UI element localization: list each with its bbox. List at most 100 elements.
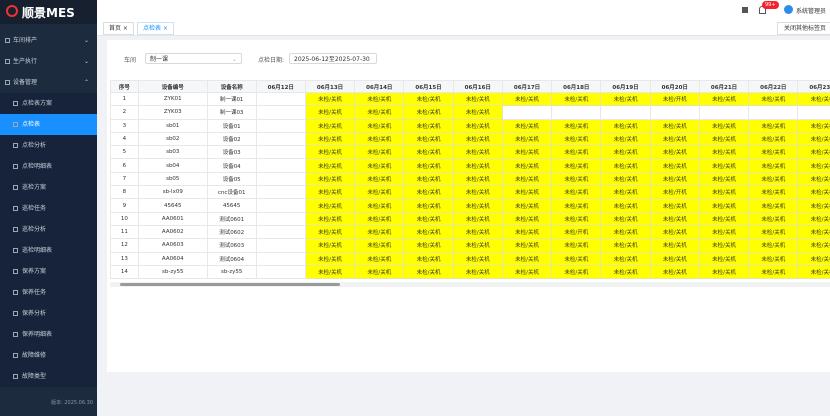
submenu-item[interactable]: 巡检明细表 — [0, 240, 97, 261]
menu-icon — [5, 80, 10, 85]
status-cell: 未检/关机 — [698, 145, 750, 160]
status-cell: 未检/关机 — [354, 251, 405, 266]
status-cell: 未检/关机 — [649, 211, 700, 226]
status-cell: 未检/关机 — [748, 185, 799, 200]
submenu-item[interactable]: 巡检任务 — [0, 198, 97, 219]
submenu-label: 点检分析 — [22, 142, 47, 149]
table-row[interactable]: 8 sb-lx09 cnc设备01 未检/关机 未检/关机 未检/关机 未检/关机 未检/关机… — [110, 185, 830, 200]
status-cell: 未检/关机 — [698, 118, 750, 133]
status-cell: 未检/关机 — [748, 145, 799, 160]
status-cell — [255, 91, 306, 107]
submenu-item[interactable]: 点检分析 — [0, 135, 97, 156]
table-row[interactable]: 4 sb02 设备02 未检/关机 未检/关机 未检/关机 未检/关机 未检/关机 未检/关机未… — [110, 131, 830, 147]
table-cell: 设备04 — [206, 158, 257, 173]
status-cell: 未检/开机 — [649, 91, 700, 107]
status-cell — [255, 211, 306, 226]
table-row[interactable]: 11 AA0602 测试0602 未检/关机 未检/关机 未检/关机 未检/关机 未检/关机未… — [110, 224, 830, 240]
workshop-select[interactable]: 制一课 ⌄ — [145, 53, 242, 64]
table-row[interactable]: 6 sb04 设备04 未检/关机 未检/关机 未检/关机 未检/关机 未检/关机 未检/关机未… — [110, 158, 830, 173]
menu-label: 设备管理 — [13, 79, 38, 86]
status-cell: 未检/关机 — [452, 185, 503, 200]
submenu-item[interactable]: 点检表 — [0, 114, 97, 135]
header-cell: 设备编号 — [137, 80, 208, 93]
submenu-item[interactable]: 巡检分析 — [0, 219, 97, 240]
table-cell: AA0601 — [137, 211, 208, 226]
tab[interactable]: 首页 × — [103, 22, 134, 35]
menu-item[interactable]: 车间排产 ⌄ — [0, 30, 97, 51]
table-cell: sb-zy55 — [137, 264, 208, 280]
table-row[interactable]: 12 AA0603 测试0603 未检/关机 未检/关机 未检/关机 未检/关机 未检/关机未… — [110, 238, 830, 253]
scroll-thumb[interactable] — [120, 283, 340, 286]
submenu-icon — [13, 248, 18, 253]
status-cell: 未检/关机 — [698, 224, 750, 240]
table-cell: 5 — [110, 145, 139, 160]
submenu-item[interactable]: 点检表方案 — [0, 93, 97, 114]
tab[interactable]: 点检表 × — [137, 22, 174, 35]
menu-item[interactable]: 设备管理 ⌃ — [0, 72, 97, 93]
status-cell: 未检/关机 — [600, 91, 651, 107]
table-cell: 测试0603 — [206, 238, 257, 253]
submenu-item[interactable]: 点检明细表 — [0, 156, 97, 177]
submenu-item[interactable]: 保养任务 — [0, 282, 97, 303]
submenu-icon — [13, 290, 18, 295]
status-cell: 未检/关机 — [698, 198, 750, 213]
header-cell: 06月15日 — [403, 80, 454, 93]
table-row[interactable]: 3 sb01 设备01 未检/关机 未检/关机 未检/关机 未检/关机 未检/关机 未检/关机未… — [110, 118, 830, 133]
submenu-icon — [13, 143, 18, 148]
table-row[interactable]: 1 ZYK01 制一课01 未检/关机 未检/关机 未检/关机 未检/关机 未检/关机 未检/关… — [110, 91, 830, 107]
status-cell: 未检/关机 — [797, 158, 830, 173]
status-cell: 未检/关机 — [501, 171, 553, 187]
status-cell: 未检/关机 — [403, 158, 454, 173]
table-cell: sb-zy55 — [206, 264, 257, 280]
user-name[interactable]: 系统管理员 — [796, 8, 827, 15]
submenu-item[interactable]: 巡检方案 — [0, 177, 97, 198]
status-cell — [748, 105, 799, 120]
avatar[interactable] — [784, 5, 793, 14]
status-cell: 未检/关机 — [797, 238, 830, 253]
table-cell: sb01 — [137, 118, 208, 133]
status-cell: 未检/关机 — [600, 198, 651, 213]
submenu-label: 巡检方案 — [22, 184, 47, 191]
table-row[interactable]: 9 45645 45645 未检/关机 未检/关机 未检/关机 未检/关机 未检/关机 未检/关… — [110, 198, 830, 213]
tabs: 首页 × 点检表 × 关闭其他标签页 — [97, 20, 830, 36]
submenu-label: 巡检任务 — [22, 205, 47, 212]
table-row[interactable]: 14 sb-zy55 sb-zy55 未检/关机 未检/关机 未检/关机 未检/关机 未检/关… — [110, 264, 830, 280]
close-others[interactable]: 关闭其他标签页 — [777, 22, 830, 35]
table-cell: ZYK03 — [137, 105, 208, 120]
submenu-icon — [13, 374, 18, 379]
table-cell: sb02 — [137, 131, 208, 147]
status-cell: 未检/关机 — [403, 171, 454, 187]
status-cell: 未检/关机 — [403, 145, 454, 160]
apps-icon[interactable] — [742, 7, 748, 13]
status-cell: 未检/关机 — [600, 118, 651, 133]
header-cell: 06月12日 — [255, 80, 306, 93]
table-cell: 12 — [110, 238, 139, 253]
table-cell: sb03 — [137, 145, 208, 160]
submenu-item[interactable]: 保养方案 — [0, 261, 97, 282]
status-cell: 未检/关机 — [304, 251, 356, 266]
table-row[interactable]: 5 sb03 设备03 未检/关机 未检/关机 未检/关机 未检/关机 未检/关机 未检/关机未… — [110, 145, 830, 160]
date-range[interactable]: 2025-06-12至2025-07-30 — [289, 53, 377, 64]
submenu-item[interactable]: 故障类型 — [0, 366, 97, 387]
menu-item[interactable]: 生产执行 ⌄ — [0, 51, 97, 72]
submenu-icon — [13, 206, 18, 211]
status-cell: 未检/关机 — [698, 238, 750, 253]
scrollbar[interactable] — [110, 282, 830, 287]
table-cell: 测试0604 — [206, 251, 257, 266]
status-cell: 未检/关机 — [649, 238, 700, 253]
table-cell: ZYK01 — [137, 91, 208, 107]
submenu-item[interactable]: 故障维修 — [0, 345, 97, 366]
logo[interactable]: 顺景MES — [0, 0, 97, 24]
table-cell: AA0603 — [137, 238, 208, 253]
submenu-item[interactable]: 保养明细表 — [0, 324, 97, 345]
logo-icon — [6, 5, 18, 17]
table-row[interactable]: 10 AA0601 测试0601 未检/关机 未检/关机 未检/关机 未检/关机 未检/关机未… — [110, 211, 830, 226]
submenu-label: 保养任务 — [22, 289, 47, 296]
submenu-item[interactable]: 保养分析 — [0, 303, 97, 324]
status-cell: 未检/关机 — [748, 171, 799, 187]
table-row[interactable]: 13 AA0604 测试0604 未检/关机 未检/关机 未检/关机 未检/关机 未检/关机未… — [110, 251, 830, 266]
table-row[interactable]: 2 ZYK03 制一课03 未检/关机 未检/关机 未检/关机 未检/关机 — [110, 105, 830, 120]
table-row[interactable]: 7 sb05 设备05 未检/关机 未检/关机 未检/关机 未检/关机 未检/关机 未检/关机未… — [110, 171, 830, 187]
submenu-label: 点检表方案 — [22, 100, 53, 107]
